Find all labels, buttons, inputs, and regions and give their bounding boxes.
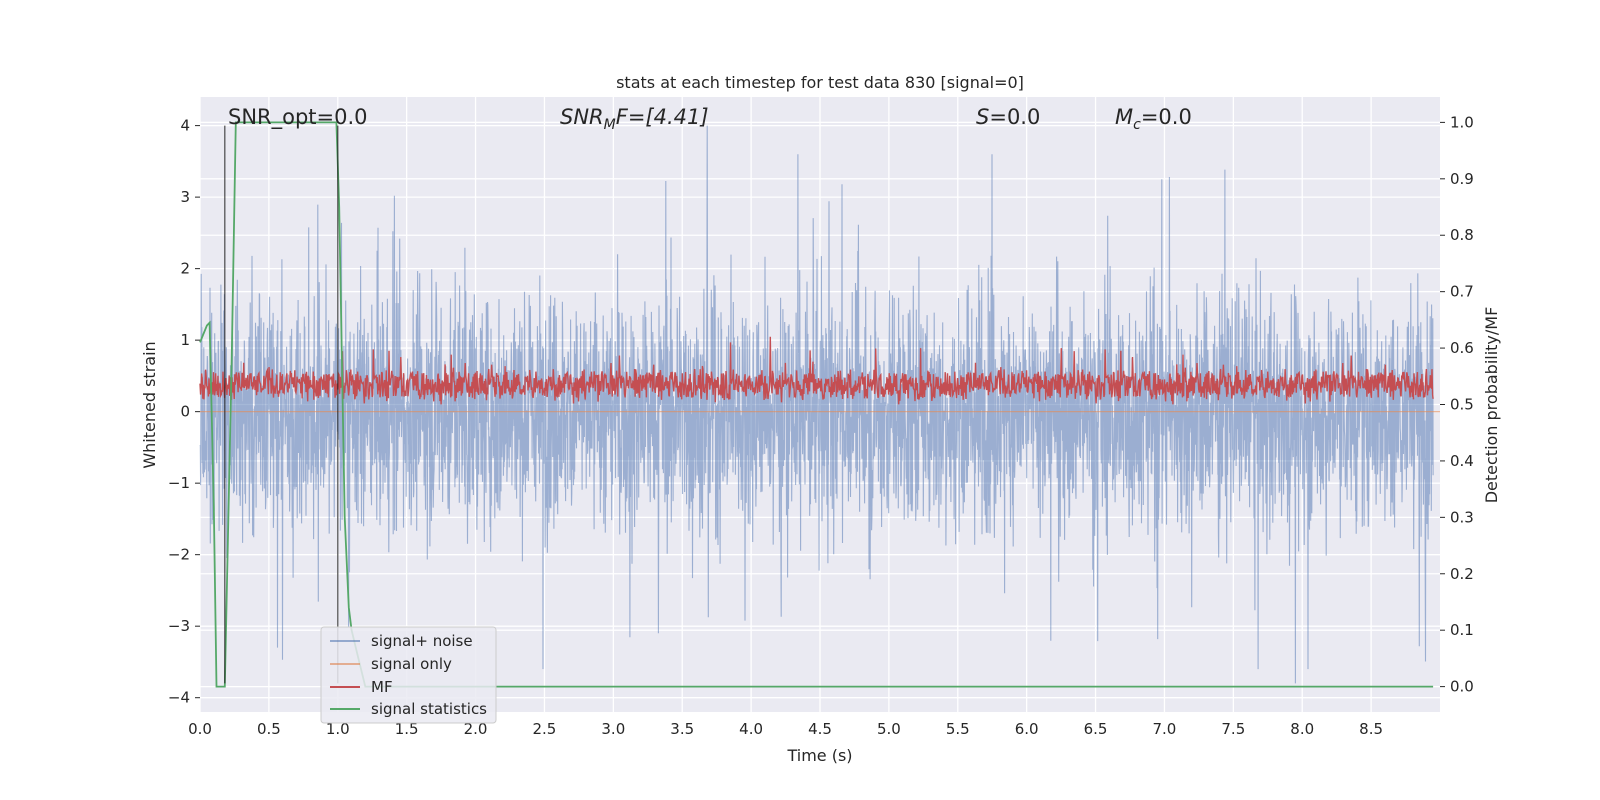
signal-statistics-series [199, 121, 1434, 688]
x-tick-label: 0.0 [188, 720, 212, 738]
right-tick-label: 0.0 [1450, 678, 1474, 696]
x-tick-label: 8.0 [1290, 720, 1314, 738]
x-tick-label: 1.5 [395, 720, 419, 738]
y-tick-label: 2 [180, 260, 190, 278]
x-tick-label: 2.5 [533, 720, 557, 738]
mc-tail: =0.0 [1141, 105, 1192, 129]
x-tick-label: 8.5 [1359, 720, 1383, 738]
snr-mf-tail: F=[4.41] [616, 105, 709, 129]
x-tick-label: 3.5 [670, 720, 694, 738]
right-axis-label: Detection probability/MF [1482, 307, 1501, 504]
y-tick-label: 3 [180, 188, 190, 206]
x-tick-label: 7.0 [1153, 720, 1177, 738]
s-var: S [976, 105, 989, 129]
y-tick-label: 1 [180, 331, 190, 349]
y-tick-label: −4 [168, 689, 190, 707]
legend-label-signal-noise: signal+ noise [371, 632, 473, 650]
y-tick-label: 0 [180, 403, 190, 421]
x-tick-label: 5.5 [946, 720, 970, 738]
snr-mf-sub: M [604, 117, 616, 133]
series-line-signal-statistics [199, 121, 1434, 688]
x-tick-label: 7.5 [1221, 720, 1245, 738]
mc-var: M [1115, 105, 1133, 129]
x-axis-ticks: 0.0 0.5 1.0 1.5 2.0 2.5 3.0 3.5 4.0 4.5 5.0 5.5 6.0 6… [188, 720, 1383, 738]
s-tail: =0.0 [989, 105, 1040, 129]
right-tick-label: 0.5 [1450, 396, 1474, 414]
y-tick-label: 4 [180, 117, 190, 135]
signal-noise-series [199, 125, 1440, 684]
chart-title: stats at each timestep for test data 830… [616, 73, 1024, 92]
right-tick-label: 0.2 [1450, 565, 1474, 583]
event-markers [224, 125, 339, 684]
right-tick-label: 0.4 [1450, 452, 1474, 470]
y-axis-ticks: 4 3 2 1 0 −1 −2 −3 −4 [168, 117, 200, 707]
y-axis-label: Whitened strain [140, 341, 159, 468]
x-tick-label: 4.0 [739, 720, 763, 738]
snr-mf-annotation: SNRMF=[4.41] [560, 105, 709, 133]
right-tick-label: 0.6 [1450, 339, 1474, 357]
right-axis-ticks: 1.0 0.9 0.8 0.7 0.6 0.5 0.4 0.3 0.2 0.1 0.0 [1440, 113, 1474, 696]
legend-label-mf: MF [371, 678, 393, 696]
legend-box [320, 626, 497, 724]
x-tick-label: 2.0 [464, 720, 488, 738]
x-axis-label: Time (s) [786, 746, 852, 765]
snr-opt-annotation: SNR_opt=0.0 [228, 105, 368, 130]
legend-label-signal-statistics: signal statistics [371, 700, 487, 718]
right-tick-label: 0.3 [1450, 508, 1474, 526]
series-line-mf [199, 336, 1434, 405]
right-tick-label: 0.7 [1450, 283, 1474, 301]
y-tick-label: −1 [168, 474, 190, 492]
legend: signal+ noise signal only MF signal stat… [320, 626, 497, 724]
snr-mf-main: SNR [560, 105, 604, 129]
x-tick-label: 0.5 [257, 720, 281, 738]
x-tick-label: 4.5 [808, 720, 832, 738]
mc-annotation: Mc=0.0 [1115, 105, 1192, 133]
y-tick-label: −2 [168, 546, 190, 564]
x-tick-label: 6.0 [1015, 720, 1039, 738]
x-tick-label: 3.0 [601, 720, 625, 738]
mc-sub: c [1133, 117, 1141, 133]
right-tick-label: 0.1 [1450, 621, 1474, 639]
right-tick-label: 0.9 [1450, 170, 1474, 188]
legend-label-signal-only: signal only [371, 655, 452, 673]
series-line-signal-noise [199, 125, 1434, 684]
mf-series [199, 336, 1434, 405]
x-tick-label: 5.0 [877, 720, 901, 738]
right-tick-label: 1.0 [1450, 113, 1474, 131]
y-tick-label: −3 [168, 617, 190, 635]
x-tick-label: 1.0 [326, 720, 350, 738]
right-tick-label: 0.8 [1450, 226, 1474, 244]
x-tick-label: 6.5 [1084, 720, 1108, 738]
s-annotation: S=0.0 [976, 105, 1040, 129]
